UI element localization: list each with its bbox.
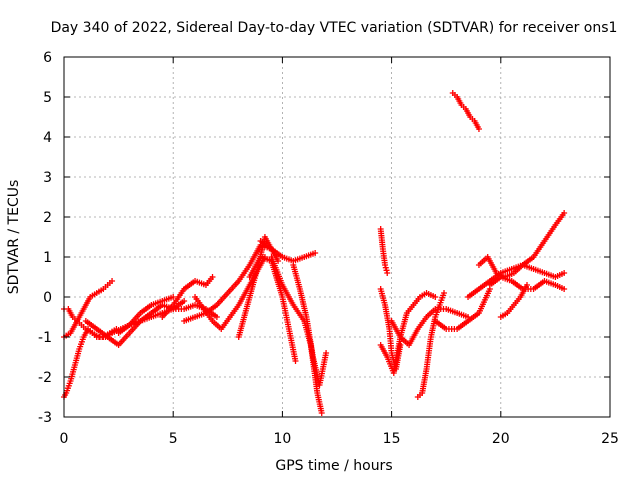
y-tick-label: -1: [38, 330, 52, 346]
x-tick-label: 10: [273, 431, 291, 447]
y-tick-label: 2: [43, 210, 52, 226]
series-sat-f: [159, 274, 216, 320]
series-sat-t: [449, 90, 482, 132]
series-sat-c: [61, 278, 116, 340]
data-point: [292, 358, 299, 364]
data-point: [312, 250, 319, 256]
y-tick-label: 0: [43, 290, 52, 306]
y-tick-label: -3: [38, 410, 52, 426]
data-point: [432, 294, 439, 300]
data-point: [384, 270, 391, 276]
data-point: [323, 350, 330, 356]
series-sat-q: [388, 306, 472, 348]
series-sat-g: [181, 242, 275, 324]
series-sat-j: [246, 254, 299, 364]
data-point: [181, 298, 188, 304]
data-point: [318, 410, 325, 416]
x-tick-label: 15: [383, 431, 401, 447]
grid-lines: [64, 57, 610, 417]
x-axis-title: GPS time / hours: [275, 458, 392, 474]
y-tick-label: 5: [43, 90, 52, 106]
data-point: [109, 278, 116, 284]
x-tick-label: 0: [60, 431, 69, 447]
series-sat-w: [486, 274, 568, 292]
data-point: [561, 270, 568, 276]
y-tick-label: 6: [43, 50, 52, 66]
data-point: [383, 267, 390, 274]
series-sat-b: [61, 326, 120, 400]
chart-title: Day 340 of 2022, Sidereal Day-to-day VTE…: [51, 20, 618, 36]
data-point: [561, 210, 568, 216]
data-point: [209, 274, 216, 280]
data-point: [213, 314, 220, 320]
data-point: [170, 294, 177, 300]
data-point: [441, 290, 448, 296]
x-tick-labels: 0 5 10 15 20 25: [60, 431, 619, 447]
y-tick-label: -2: [38, 370, 52, 386]
data-point: [524, 282, 531, 288]
data-point: [382, 264, 389, 271]
x-tick-label: 5: [169, 431, 178, 447]
data-point: [113, 326, 120, 332]
plot-frame: [63, 56, 611, 418]
series-sat-r: [414, 290, 448, 400]
series-sat-n: [377, 226, 391, 276]
y-tick-label: 3: [43, 170, 52, 186]
data-points: [61, 90, 568, 416]
data-point: [475, 126, 482, 132]
x-tick-label: 25: [601, 431, 619, 447]
series-sat-v: [475, 210, 568, 280]
data-point: [561, 286, 568, 292]
x-tick-label: 20: [492, 431, 510, 447]
y-tick-label: 1: [43, 250, 52, 266]
series-sat-e: [115, 294, 177, 336]
y-axis-title: SDTVAR / TECUs: [6, 180, 22, 295]
series-sat-x: [497, 282, 531, 320]
data-point: [382, 262, 389, 268]
series-sat-s: [432, 286, 493, 332]
series-sat-u: [465, 262, 568, 300]
series-sat-m: [290, 262, 330, 388]
axis-ticks: [63, 56, 611, 418]
series-sat-d: [82, 298, 188, 348]
series-sat-k: [257, 238, 319, 264]
series-sat-p: [377, 290, 439, 376]
y-tick-labels: -3 -2 -1 0 1 2 3 4 5 6: [38, 50, 52, 426]
y-tick-label: 4: [43, 130, 52, 146]
